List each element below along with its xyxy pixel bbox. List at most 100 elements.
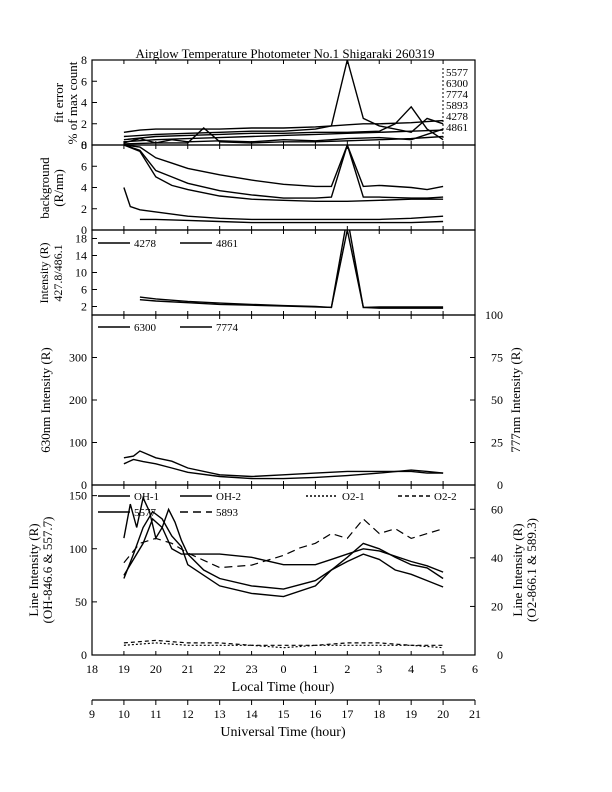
ut-tick-label: 21 — [469, 707, 481, 721]
local-tick-label: 23 — [246, 662, 258, 676]
legend-label-7774: 7774 — [216, 322, 239, 334]
series-line-7774 — [123, 450, 444, 478]
y-tick-label: 18 — [75, 232, 87, 246]
y2-tick-label: 60 — [491, 502, 503, 516]
background-ylabel-2: (R/nm) — [51, 169, 66, 207]
series-line-6300 — [123, 458, 444, 480]
ut-tick-label: 11 — [150, 707, 162, 721]
y2-tick-label: 50 — [491, 393, 503, 407]
series-line-bg-3 — [123, 145, 444, 203]
y2-tick-label: 75 — [491, 351, 503, 365]
series-line-5893 — [123, 518, 444, 569]
local-tick-label: 21 — [182, 662, 194, 676]
local-time-axis: 18 19 20 21 22 23 0 1 2 3 4 5 6 — [86, 662, 478, 676]
line-intensity-ylabel-right-2: (O2-866.1 & 589.3) — [524, 518, 539, 622]
y2-tick-label: 0 — [497, 478, 503, 492]
legend-label-6300: 6300 — [446, 78, 469, 90]
series-line-4861 — [139, 230, 444, 309]
y-tick-label: 2 — [81, 300, 87, 314]
y-tick-label: 10 — [75, 266, 87, 280]
legend-label-5893: 5893 — [216, 507, 239, 519]
local-tick-label: 4 — [408, 662, 414, 676]
y-tick-label: 14 — [75, 249, 87, 263]
legend-label-oh-1: OH-1 — [134, 491, 159, 503]
series-line-oh-1 — [123, 517, 444, 576]
line-intensity-panel: 0 50 100 150 0 20 40 60 Line Intensity (R) (OH-… — [26, 484, 539, 662]
y-tick-label: 6 — [81, 159, 87, 173]
fit-error-frame — [91, 59, 476, 146]
ut-tick-label: 19 — [405, 707, 417, 721]
y-tick-label: 2 — [81, 117, 87, 131]
legend-label-5577: 5577 — [446, 67, 469, 79]
local-tick-label: 22 — [214, 662, 226, 676]
y-tick-label: 0 — [81, 478, 87, 492]
ut-tick-label: 12 — [182, 707, 194, 721]
ut-tick-label: 10 — [118, 707, 130, 721]
y-tick-label: 0 — [81, 648, 87, 662]
legend-label-o2-2: O2-2 — [434, 491, 457, 503]
fit-error-panel: 0 2 4 6 8 fit error % of max count 557763007… — [51, 53, 476, 152]
series-line-bg-4 — [123, 187, 444, 221]
series-line-6300 — [123, 60, 444, 138]
series-line-bg-5 — [139, 218, 444, 224]
series-line-o2-2 — [123, 639, 444, 646]
series-line-4861 — [123, 127, 444, 145]
red-green-ylabel-right: 777nm Intensity (R) — [508, 347, 523, 452]
series-line-5577 — [123, 119, 444, 133]
y-tick-label: 100 — [69, 436, 87, 450]
legend-label-oh-2: OH-2 — [216, 491, 241, 503]
blue-lines-panel: 2 6 10 14 18 Intensity (R) 427.8/486.1 4278 4… — [37, 229, 476, 316]
red-green-panel: 0 100 200 300 0 25 50 75 100 630nm Intensity (R)… — [38, 308, 523, 492]
y-tick-label: 0 — [81, 223, 87, 237]
red-green-ylabel-left: 630nm Intensity (R) — [38, 347, 53, 452]
local-time-label: Local Time (hour) — [232, 680, 335, 695]
ut-tick-label: 14 — [246, 707, 258, 721]
ut-tick-label: 20 — [437, 707, 449, 721]
series-line-o2-1 — [123, 642, 444, 649]
y-tick-label: 50 — [75, 595, 87, 609]
ut-tick-label: 17 — [341, 707, 353, 721]
local-tick-label: 2 — [344, 662, 350, 676]
blue-lines-ylabel-2: 427.8/486.1 — [51, 244, 65, 301]
universal-time-label: Universal Time (hour) — [220, 725, 346, 740]
y2-tick-label: 100 — [485, 308, 503, 322]
local-tick-label: 6 — [472, 662, 478, 676]
y-tick-label: 8 — [81, 53, 87, 67]
series-line-7774 — [123, 105, 444, 141]
legend-label-4861: 4861 — [216, 238, 238, 250]
local-tick-label: 1 — [312, 662, 318, 676]
legend-label-7774: 7774 — [446, 89, 469, 101]
series-line-bg-1 — [123, 145, 444, 191]
ut-tick-label: 16 — [309, 707, 321, 721]
legend-label-4278: 4278 — [134, 238, 157, 250]
line-intensity-ylabel-left-1: Line Intensity (R) — [26, 523, 41, 616]
series-line-bg-2 — [123, 145, 444, 199]
ut-tick-label: 13 — [214, 707, 226, 721]
ut-tick-label: 9 — [89, 707, 95, 721]
y-tick-label: 300 — [69, 351, 87, 365]
ut-tick-label: 15 — [278, 707, 290, 721]
legend-label-5577: 5577 — [134, 507, 157, 519]
y2-tick-label: 0 — [497, 648, 503, 662]
series-line-5577 — [123, 495, 444, 590]
local-tick-label: 5 — [440, 662, 446, 676]
local-tick-label: 19 — [118, 662, 130, 676]
y-tick-label: 2 — [81, 202, 87, 216]
y2-tick-label: 40 — [491, 551, 503, 565]
local-tick-label: 20 — [150, 662, 162, 676]
fit-error-ylabel-1: fit error — [51, 82, 66, 123]
legend-label-5893: 5893 — [446, 100, 469, 112]
y-tick-label: 4 — [81, 181, 87, 195]
line-intensity-ylabel-right-1: Line Intensity (R) — [510, 523, 525, 616]
series-line-5893 — [123, 129, 444, 143]
y2-tick-label: 25 — [491, 436, 503, 450]
series-line-4278 — [139, 230, 444, 309]
legend-label-6300: 6300 — [134, 322, 157, 334]
y-tick-label: 6 — [81, 283, 87, 297]
blue-lines-ylabel-1: Intensity (R) — [37, 243, 51, 304]
line-intensity-ylabel-left-2: (OH-846.6 & 557.7) — [40, 517, 55, 624]
y-tick-label: 8 — [81, 138, 87, 152]
series-line-oh-2 — [123, 510, 444, 598]
y-tick-label: 4 — [81, 96, 87, 110]
